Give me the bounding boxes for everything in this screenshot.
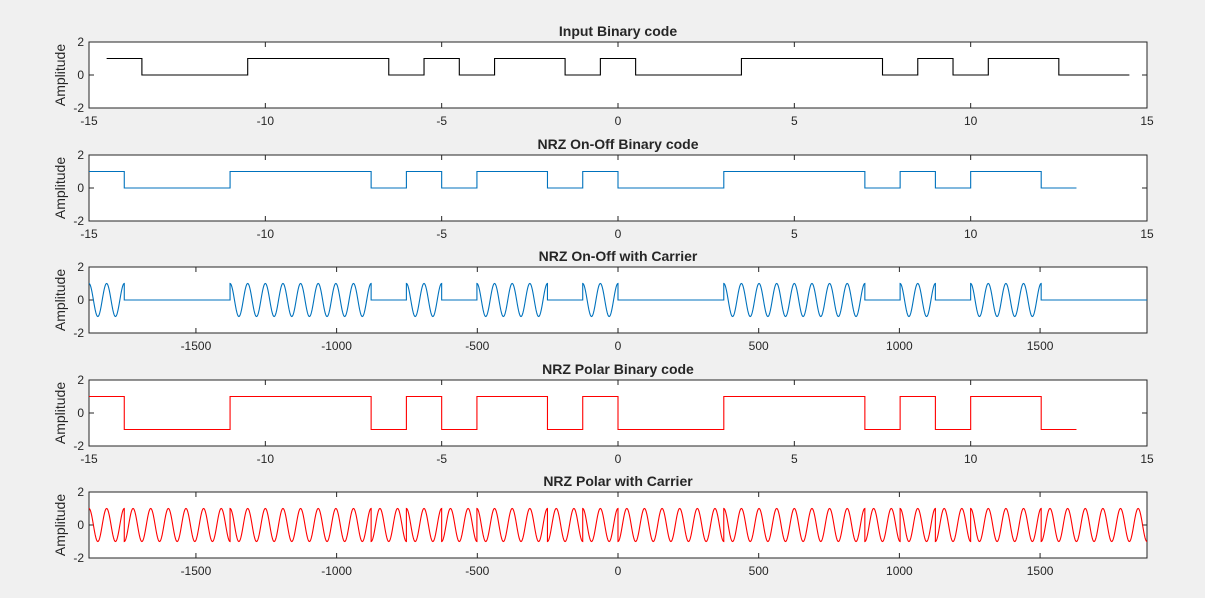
y-tick-label: 2 xyxy=(77,260,84,274)
y-axis-label: Amplitude xyxy=(52,494,68,556)
x-tick-label: -10 xyxy=(257,114,275,128)
x-tick-label: -1000 xyxy=(321,339,352,353)
y-tick-label: 2 xyxy=(77,373,84,387)
x-tick-label: 15 xyxy=(1140,452,1154,466)
x-tick-label: 15 xyxy=(1140,227,1154,241)
x-tick-label: -15 xyxy=(80,114,98,128)
y-axis-label: Amplitude xyxy=(52,157,68,219)
y-tick-label: 0 xyxy=(77,181,84,195)
signal-line xyxy=(106,57,1130,76)
x-tick-label: -5 xyxy=(436,114,447,128)
x-tick-label: -500 xyxy=(465,339,489,353)
x-tick-label: 0 xyxy=(615,564,622,578)
x-tick-label: 5 xyxy=(791,452,798,466)
x-tick-label: 10 xyxy=(964,227,978,241)
x-tick-label: 1000 xyxy=(886,564,913,578)
x-tick-label: 0 xyxy=(615,114,622,128)
signal-line xyxy=(88,282,1147,318)
y-tick-label: 0 xyxy=(77,406,84,420)
x-tick-label: 15 xyxy=(1140,114,1154,128)
y-tick-label: 0 xyxy=(77,68,84,82)
subplot-4: NRZ Polar Binary code Amplitude -2 0 2 -15 -10… xyxy=(52,361,1154,466)
y-tick-label: 2 xyxy=(77,148,84,162)
subplot-5: NRZ Polar with Carrier Amplitude -2 0 2 -1500… xyxy=(52,473,1148,578)
x-tick-label: -1500 xyxy=(181,564,212,578)
x-tick-label: -15 xyxy=(80,452,98,466)
y-tick-label: -2 xyxy=(73,214,84,228)
x-tick-label: -10 xyxy=(257,452,275,466)
y-tick-label: 0 xyxy=(77,293,84,307)
x-tick-label: -1500 xyxy=(181,339,212,353)
y-tick-label: 0 xyxy=(77,518,84,532)
y-axis-label: Amplitude xyxy=(52,44,68,106)
x-tick-label: 5 xyxy=(791,227,798,241)
subplot-2: NRZ On-Off Binary code Amplitude -2 0 2 -15 -1… xyxy=(52,136,1154,241)
x-tick-label: 1500 xyxy=(1027,564,1054,578)
x-tick-label: 10 xyxy=(964,452,978,466)
x-tick-label: 0 xyxy=(615,339,622,353)
y-tick-label: -2 xyxy=(73,326,84,340)
y-tick-label: -2 xyxy=(73,551,84,565)
subplot-title: NRZ Polar Binary code xyxy=(542,361,694,377)
x-tick-label: 500 xyxy=(749,339,769,353)
subplot-3: NRZ On-Off with Carrier Amplitude -2 0 2 -150… xyxy=(52,248,1148,353)
y-tick-label: 2 xyxy=(77,35,84,49)
x-tick-label: -1000 xyxy=(321,564,352,578)
signal-line xyxy=(89,395,1077,431)
x-tick-label: 0 xyxy=(615,452,622,466)
subplot-title: Input Binary code xyxy=(559,23,677,39)
y-axis-label: Amplitude xyxy=(52,382,68,444)
x-tick-label: -500 xyxy=(465,564,489,578)
subplot-title: NRZ On-Off with Carrier xyxy=(539,248,698,264)
y-tick-label: -2 xyxy=(73,101,84,115)
x-tick-label: 500 xyxy=(749,564,769,578)
subplot-title: NRZ Polar with Carrier xyxy=(543,473,693,489)
x-tick-label: 0 xyxy=(615,227,622,241)
signal-line xyxy=(88,507,1148,543)
x-tick-label: 10 xyxy=(964,114,978,128)
y-axis-label: Amplitude xyxy=(52,269,68,331)
x-tick-label: -15 xyxy=(80,227,98,241)
subplot-title: NRZ On-Off Binary code xyxy=(537,136,698,152)
y-tick-label: -2 xyxy=(73,439,84,453)
x-tick-label: 1000 xyxy=(886,339,913,353)
y-tick-label: 2 xyxy=(77,485,84,499)
x-tick-label: 5 xyxy=(791,114,798,128)
signal-line xyxy=(89,170,1077,189)
subplot-1: Input Binary code Amplitude -2 0 2 -15 -10 -5 0 5… xyxy=(52,23,1154,128)
x-tick-label: 1500 xyxy=(1027,339,1054,353)
x-tick-label: -5 xyxy=(436,452,447,466)
x-tick-label: -5 xyxy=(436,227,447,241)
x-tick-label: -10 xyxy=(257,227,275,241)
